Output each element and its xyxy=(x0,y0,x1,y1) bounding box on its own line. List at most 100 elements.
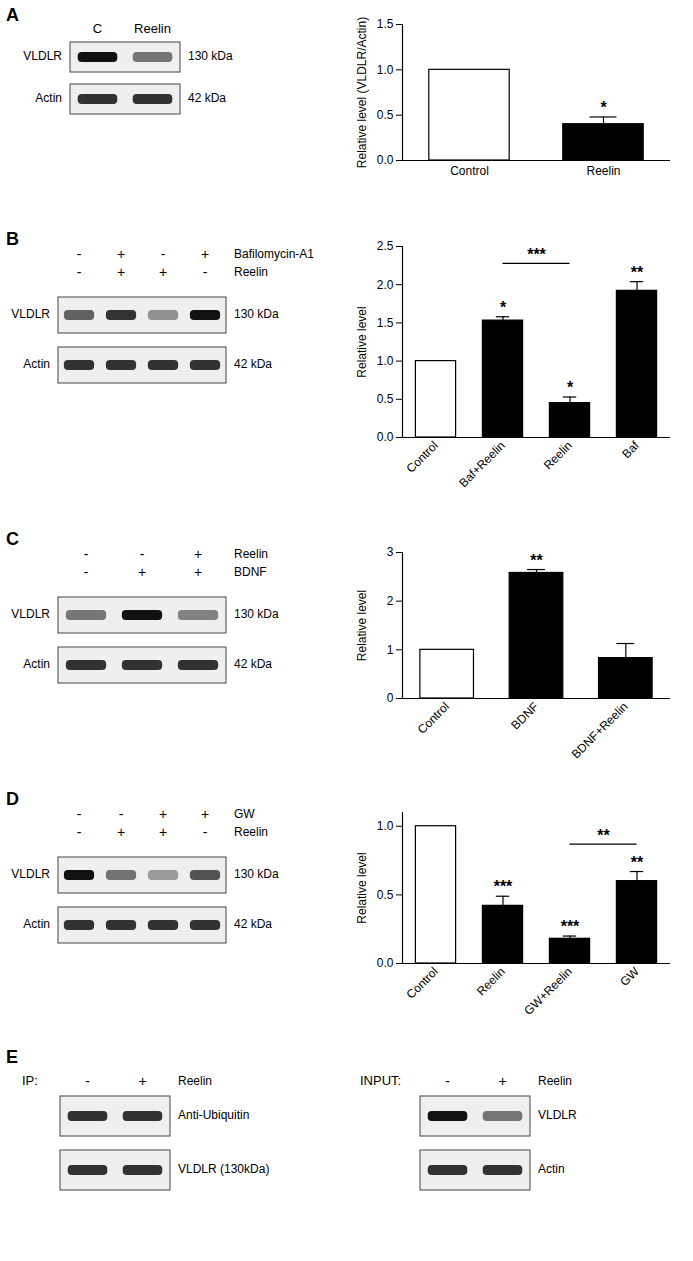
svg-text:1.0: 1.0 xyxy=(377,354,394,368)
svg-text:Reelin: Reelin xyxy=(234,265,268,279)
svg-text:1.0: 1.0 xyxy=(377,63,394,77)
svg-text:0.5: 0.5 xyxy=(377,392,394,406)
svg-text:+: + xyxy=(117,264,125,280)
svg-text:-: - xyxy=(203,264,208,280)
svg-text:Reelin: Reelin xyxy=(234,547,268,561)
svg-text:VLDLR: VLDLR xyxy=(11,607,50,621)
svg-text:130 kDa: 130 kDa xyxy=(234,607,279,621)
svg-text:GW: GW xyxy=(234,807,255,821)
svg-text:*: * xyxy=(567,379,574,396)
svg-text:Actin: Actin xyxy=(35,91,62,105)
svg-text:***: *** xyxy=(494,878,513,895)
svg-text:Anti-Ubiquitin: Anti-Ubiquitin xyxy=(178,1108,249,1122)
svg-text:B: B xyxy=(6,229,19,249)
svg-text:Actin: Actin xyxy=(538,1162,565,1176)
svg-text:0: 0 xyxy=(387,691,394,705)
svg-text:130 kDa: 130 kDa xyxy=(234,867,279,881)
svg-text:**: ** xyxy=(631,854,644,871)
svg-text:BDNF: BDNF xyxy=(234,565,267,579)
svg-text:-: - xyxy=(77,264,82,280)
svg-text:Actin: Actin xyxy=(23,357,50,371)
svg-text:2.0: 2.0 xyxy=(377,278,394,292)
svg-text:**: ** xyxy=(530,552,543,569)
svg-text:Reelin: Reelin xyxy=(541,438,575,472)
svg-text:***: *** xyxy=(561,918,580,935)
svg-text:+: + xyxy=(159,824,167,840)
svg-text:2: 2 xyxy=(387,594,394,608)
svg-text:+: + xyxy=(159,806,167,822)
svg-text:**: ** xyxy=(631,264,644,281)
svg-text:Control: Control xyxy=(415,699,452,736)
svg-text:Reelin: Reelin xyxy=(234,825,268,839)
svg-text:Reelin: Reelin xyxy=(134,21,171,36)
svg-text:Reelin: Reelin xyxy=(586,164,620,178)
svg-text:42 kDa: 42 kDa xyxy=(234,357,272,371)
svg-text:IP:: IP: xyxy=(22,1073,38,1088)
svg-text:Actin: Actin xyxy=(23,917,50,931)
svg-text:Baf: Baf xyxy=(619,438,642,461)
svg-text:Baf+Reelin: Baf+Reelin xyxy=(456,438,508,490)
svg-text:0.0: 0.0 xyxy=(377,430,394,444)
svg-text:BDNF: BDNF xyxy=(508,699,541,732)
svg-text:1.5: 1.5 xyxy=(377,17,394,31)
svg-text:**: ** xyxy=(597,827,610,844)
svg-text:+: + xyxy=(194,564,202,580)
svg-text:VLDLR: VLDLR xyxy=(538,1108,577,1122)
svg-text:Reelin: Reelin xyxy=(178,1074,212,1088)
svg-text:0.0: 0.0 xyxy=(377,956,394,970)
svg-text:Control: Control xyxy=(404,438,441,475)
svg-text:GW: GW xyxy=(617,964,642,989)
svg-text:-: - xyxy=(161,246,166,262)
svg-text:C: C xyxy=(93,21,102,36)
svg-text:BDNF+Reelin: BDNF+Reelin xyxy=(569,699,631,761)
svg-text:Relative level: Relative level xyxy=(355,306,369,377)
svg-text:D: D xyxy=(6,789,19,809)
svg-text:130 kDa: 130 kDa xyxy=(234,307,279,321)
svg-text:-: - xyxy=(84,564,89,580)
svg-text:-: - xyxy=(203,824,208,840)
svg-text:-: - xyxy=(77,806,82,822)
svg-text:0.0: 0.0 xyxy=(377,153,394,167)
svg-text:Control: Control xyxy=(450,164,489,178)
svg-text:VLDLR: VLDLR xyxy=(11,867,50,881)
svg-text:-: - xyxy=(77,246,82,262)
svg-text:INPUT:: INPUT: xyxy=(360,1073,401,1088)
svg-text:+: + xyxy=(201,246,209,262)
svg-text:42 kDa: 42 kDa xyxy=(188,91,226,105)
svg-text:-: - xyxy=(84,546,89,562)
svg-text:VLDLR (130kDa): VLDLR (130kDa) xyxy=(178,1162,269,1176)
svg-text:0.5: 0.5 xyxy=(377,108,394,122)
svg-text:-: - xyxy=(85,1073,90,1089)
svg-text:*: * xyxy=(600,99,607,116)
svg-text:-: - xyxy=(140,546,145,562)
svg-text:3: 3 xyxy=(387,545,394,559)
svg-text:+: + xyxy=(117,246,125,262)
svg-text:Relative level: Relative level xyxy=(355,590,369,661)
svg-text:Actin: Actin xyxy=(23,657,50,671)
svg-text:1: 1 xyxy=(387,643,394,657)
svg-text:VLDLR: VLDLR xyxy=(11,307,50,321)
svg-text:+: + xyxy=(138,564,146,580)
svg-text:C: C xyxy=(6,529,19,549)
svg-text:+: + xyxy=(498,1073,506,1089)
svg-text:E: E xyxy=(6,1047,18,1067)
svg-text:Relative level: Relative level xyxy=(355,852,369,923)
svg-text:-: - xyxy=(445,1073,450,1089)
svg-text:2.5: 2.5 xyxy=(377,239,394,253)
svg-text:Bafilomycin-A1: Bafilomycin-A1 xyxy=(234,247,314,261)
svg-text:GW+Reelin: GW+Reelin xyxy=(521,964,575,1018)
svg-text:***: *** xyxy=(527,246,546,263)
svg-text:0.5: 0.5 xyxy=(377,888,394,902)
svg-text:A: A xyxy=(6,5,19,25)
svg-text:42 kDa: 42 kDa xyxy=(234,917,272,931)
svg-text:+: + xyxy=(159,264,167,280)
svg-text:-: - xyxy=(119,806,124,822)
svg-text:+: + xyxy=(201,806,209,822)
svg-text:42 kDa: 42 kDa xyxy=(234,657,272,671)
svg-text:130 kDa: 130 kDa xyxy=(188,49,233,63)
svg-text:VLDLR: VLDLR xyxy=(23,49,62,63)
svg-text:Control: Control xyxy=(404,964,441,1001)
svg-text:+: + xyxy=(194,546,202,562)
svg-text:Relative level (VLDLR/Actin): Relative level (VLDLR/Actin) xyxy=(355,17,369,168)
svg-text:Reelin: Reelin xyxy=(538,1074,572,1088)
